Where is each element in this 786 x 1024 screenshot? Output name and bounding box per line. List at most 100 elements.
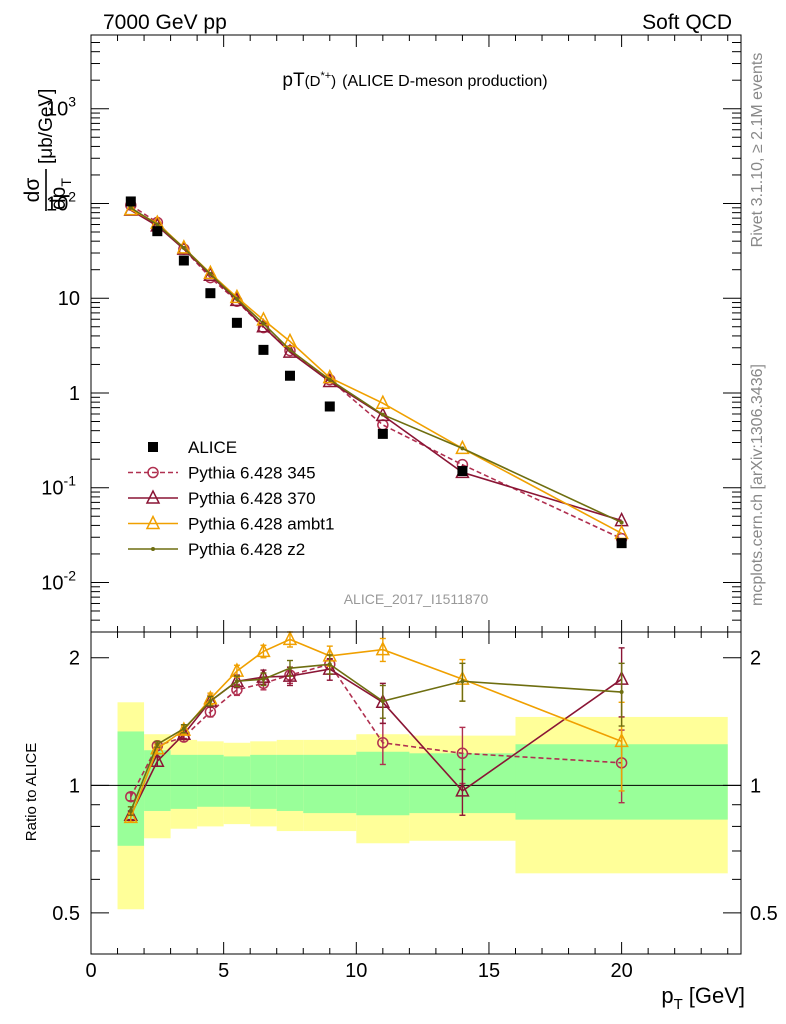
- data-point: [231, 317, 242, 328]
- main-series-marker: [375, 394, 391, 409]
- ratio-series-marker: [460, 679, 465, 684]
- stat-uncertainty-band: [197, 754, 224, 807]
- energy-label: 7000 GeV pp: [103, 11, 227, 34]
- main-series-marker: [128, 205, 133, 210]
- main-y-tick-label: 102: [46, 188, 76, 215]
- main-y-tick-label-base: 10: [46, 99, 68, 121]
- ratio-x-ticks: [90, 632, 729, 954]
- ratio-y-axis-label: Ratio to ALICE: [23, 743, 40, 841]
- ratio-y-tick-label-right: 0.5: [750, 903, 778, 925]
- x-axis-label-unit: [GeV]: [689, 983, 745, 1008]
- legend-label: Pythia 6.428 ambt1: [188, 515, 334, 534]
- legend-label: Pythia 6.428 z2: [188, 540, 305, 559]
- ratio-y-tick-label-right: 1: [750, 775, 761, 797]
- legend-marker: [145, 514, 161, 530]
- main-series-marker: [234, 297, 239, 302]
- data-point: [152, 226, 163, 237]
- main-series-marker: [208, 272, 213, 277]
- ratio-series-marker: [282, 630, 298, 646]
- legend: ALICE Pythia 6.428 345 Pythia 6.428 370 Pyt…: [128, 438, 334, 559]
- main-x-ticks: [90, 35, 729, 632]
- ratio-series-marker: [176, 721, 192, 736]
- data-point: [178, 255, 189, 266]
- main-series-marker: [181, 245, 186, 250]
- ratio-series-marker: [455, 782, 470, 797]
- ratio-series-marker: [150, 752, 165, 767]
- data-point: [324, 401, 335, 412]
- rivet-version-label: Rivet 3.1.10, ≥ 2.1M events: [749, 53, 766, 248]
- main-y-tick-label-base: 10: [41, 478, 63, 500]
- main-y-tick-label: 10-2: [41, 567, 76, 594]
- ratio-series-marker: [256, 642, 271, 658]
- process-label: Soft QCD: [642, 11, 732, 34]
- ratio-y-tick-label-right: 2: [750, 648, 761, 670]
- main-y-tick-label-exp: 2: [68, 188, 76, 204]
- ratio-series-marker: [155, 742, 160, 747]
- y-axis-label-den: dpT: [47, 178, 74, 210]
- plot-title-sup: *+: [320, 70, 331, 82]
- main-series-marker: [327, 377, 332, 382]
- main-series-marker: [380, 412, 385, 417]
- ratio-series-line: [130, 663, 622, 798]
- legend-marker: [145, 489, 161, 504]
- main-y-tick-label: 10-1: [41, 473, 76, 500]
- data-point: [284, 370, 295, 381]
- legend-marker: [148, 442, 158, 452]
- main-y-tick-label-base: 10: [46, 193, 68, 215]
- main-y-tick-label-exp: -1: [64, 473, 77, 489]
- x-tick-label: 0: [85, 960, 96, 982]
- ratio-series-marker: [327, 662, 332, 667]
- ratio-series-marker: [380, 699, 385, 704]
- ratio-series-marker: [282, 667, 298, 682]
- main-y-tick-label: 1: [69, 383, 80, 405]
- main-y-tick-label: 10: [58, 288, 80, 310]
- main-series-marker: [619, 520, 624, 525]
- ratio-y-ticks: 0.5 0.5 1 1 2 2: [52, 648, 778, 955]
- stat-uncertainty-band: [223, 756, 251, 807]
- stat-uncertainty-band: [170, 754, 198, 809]
- data-point: [125, 196, 136, 207]
- legend-label: ALICE: [188, 438, 237, 457]
- main-series-marker: [282, 332, 298, 348]
- main-series-marker: [377, 419, 389, 431]
- analysis-id-label: ALICE_2017_I1511870: [344, 591, 489, 607]
- ratio-y-tick-label: 0.5: [52, 903, 80, 925]
- x-tick-labels: 0 5 10 15 20: [85, 960, 632, 982]
- ratio-plot-frame: [90, 631, 742, 955]
- legend-label: Pythia 6.428 370: [188, 489, 316, 508]
- main-series-marker: [375, 406, 391, 422]
- ratio-series-marker: [375, 640, 391, 656]
- main-series-marker: [322, 372, 337, 388]
- ratio-series-marker: [128, 808, 133, 813]
- ratio-series-marker: [377, 737, 389, 749]
- data-point: [258, 344, 269, 355]
- plot-title-main: pT: [282, 70, 305, 91]
- main-series-marker: [123, 201, 139, 216]
- plot-title-rest: (ALICE D-meson production): [342, 73, 547, 90]
- plot-title: pT(D*+) (ALICE D-meson production): [282, 70, 547, 91]
- data-point: [205, 288, 216, 299]
- x-tick-label: 15: [478, 960, 500, 982]
- main-y-tick-label-base: 10: [41, 572, 63, 594]
- legend-marker: [147, 466, 159, 479]
- x-axis-label-sub: T: [674, 996, 683, 1013]
- main-y-tick-label-exp: 3: [68, 94, 76, 110]
- main-series-marker: [155, 222, 160, 227]
- ratio-y-tick-label: 1: [69, 775, 80, 797]
- main-series-marker: [203, 266, 218, 281]
- mcplots-site-label: mcplots.cern.ch [arXiv:1306.3436]: [749, 364, 766, 606]
- ratio-series-marker: [614, 732, 629, 748]
- main-series-marker: [282, 343, 298, 358]
- y-axis-label-unit: [μb/GeV]: [36, 89, 57, 164]
- x-tick-label: 5: [218, 960, 229, 982]
- plot-title-paren: (D: [305, 73, 321, 90]
- y-axis-label-den-main: dp: [47, 187, 70, 210]
- stat-uncertainty-band: [303, 754, 357, 814]
- main-series-marker: [287, 347, 292, 352]
- stat-uncertainty-band: [250, 754, 277, 809]
- main-y-tick-label: 103: [46, 94, 76, 121]
- y-axis-label-den-sub: T: [58, 178, 74, 187]
- main-series-marker: [261, 321, 266, 326]
- ratio-series-marker: [287, 666, 292, 671]
